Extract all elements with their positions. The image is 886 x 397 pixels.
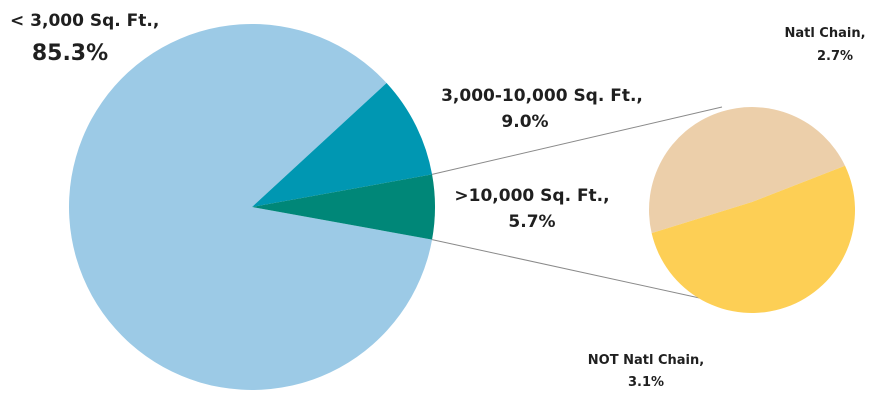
label-natl-chain-name: Natl Chain,: [784, 26, 865, 41]
label-large-store-name: >10,000 Sq. Ft.,: [454, 186, 609, 206]
label-small-store-name: < 3,000 Sq. Ft.,: [10, 11, 159, 31]
connector-line-bottom: [431, 239, 728, 305]
breakdown-slice-natl-chain: [649, 107, 846, 234]
label-mid-store-value: 9.0%: [501, 112, 548, 132]
breakdown-pie: [649, 107, 856, 314]
connector-lines: [431, 106, 728, 305]
label-small-store-value: 85.3%: [32, 41, 108, 66]
label-mid-store-name: 3,000-10,000 Sq. Ft.,: [441, 86, 643, 106]
pie-slice-3-000-10-000-sq-ft: [252, 82, 433, 207]
label-large-store-value: 5.7%: [508, 212, 555, 232]
connector-line-top: [431, 106, 723, 175]
label-not-natl-chain-value: 3.1%: [628, 375, 664, 390]
pie-slice-3-000-sq-ft: [68, 23, 433, 390]
breakdown-slice-not-natl-chain: [651, 165, 856, 314]
main-pie: [68, 23, 435, 390]
label-natl-chain-value: 2.7%: [817, 49, 853, 64]
pie-slice-10-000-sq-ft: [252, 174, 435, 240]
label-not-natl-chain-name: NOT Natl Chain,: [588, 353, 704, 368]
